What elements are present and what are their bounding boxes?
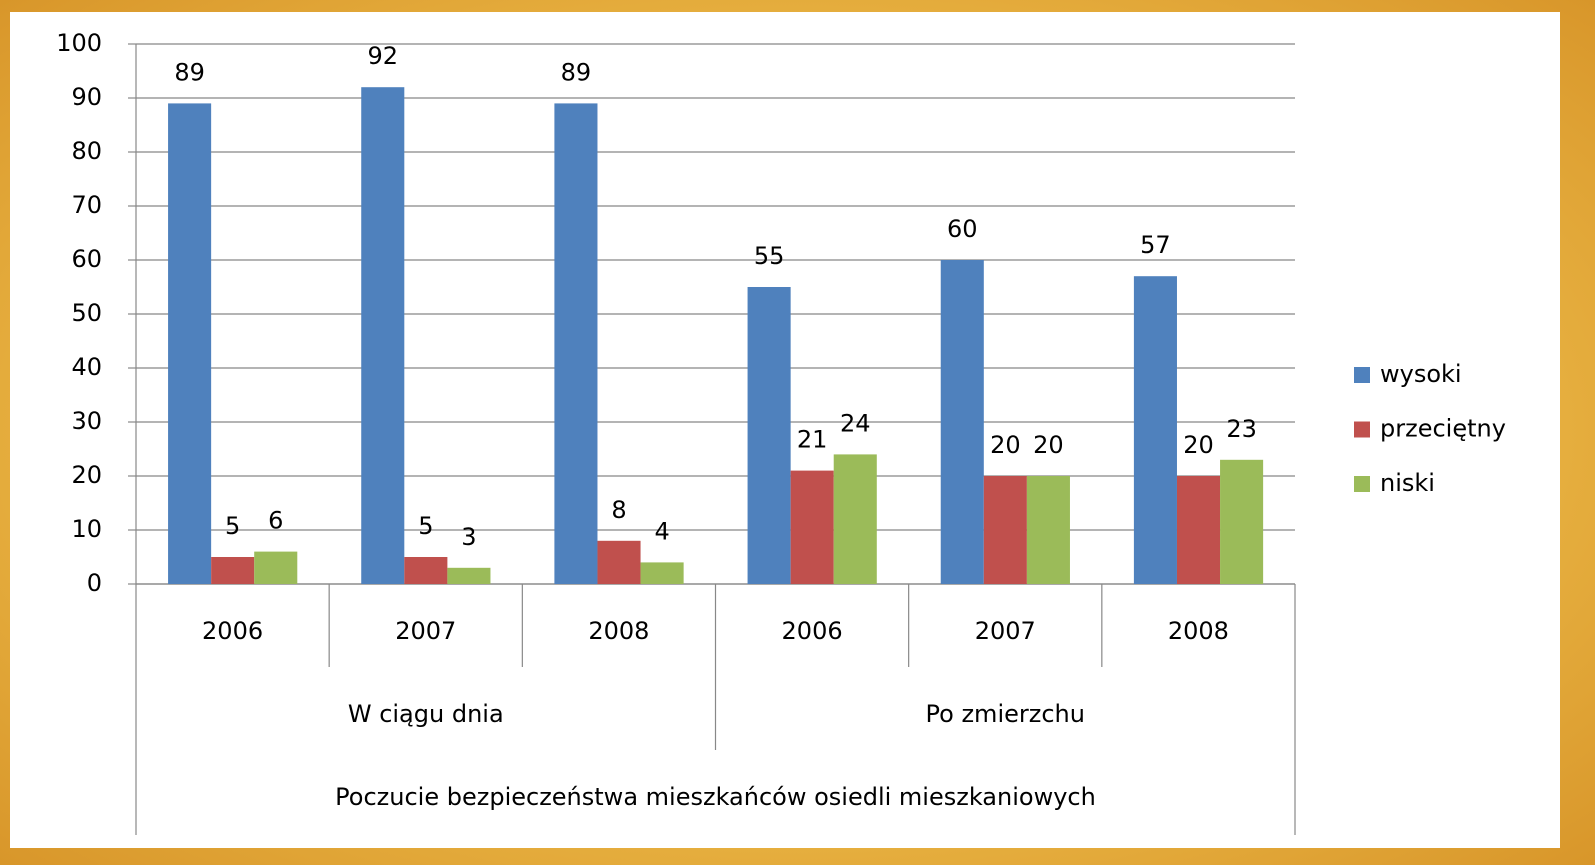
- bar: [833, 454, 877, 584]
- legend-label: przeciętny: [1380, 415, 1506, 443]
- bar: [1176, 476, 1221, 584]
- bar: [361, 87, 405, 584]
- y-tick-label: 60: [71, 245, 102, 273]
- data-label: 21: [797, 426, 828, 454]
- x-tick-label: 2007: [395, 617, 456, 645]
- group-label: Po zmierzchu: [926, 700, 1085, 728]
- x-tick-label: 2007: [975, 617, 1036, 645]
- y-tick-label: 10: [71, 515, 102, 543]
- bar: [211, 557, 255, 584]
- data-label: 5: [225, 512, 240, 540]
- x-tick-label: 2006: [782, 617, 843, 645]
- bar: [404, 557, 448, 584]
- data-label: 55: [754, 242, 785, 270]
- data-label: 24: [840, 409, 871, 437]
- bar: [1026, 476, 1070, 584]
- y-tick-label: 90: [71, 83, 102, 111]
- x-tick-label: 2008: [1168, 617, 1229, 645]
- legend-label: wysoki: [1380, 360, 1462, 388]
- y-tick-label: 20: [71, 461, 102, 489]
- y-tick-label: 100: [56, 29, 102, 57]
- legend-label: niski: [1380, 469, 1435, 497]
- bar: [447, 567, 491, 584]
- bar: [790, 470, 834, 584]
- data-label: 4: [654, 517, 669, 545]
- data-label: 6: [268, 507, 283, 535]
- data-label: 57: [1140, 231, 1171, 259]
- bar: [254, 551, 298, 584]
- data-label: 20: [990, 431, 1021, 459]
- bar: [940, 260, 984, 584]
- data-label: 8: [611, 496, 626, 524]
- data-label: 3: [461, 523, 476, 551]
- bar: [168, 103, 212, 585]
- x-tick-label: 2006: [202, 617, 263, 645]
- data-label: 20: [1033, 431, 1064, 459]
- legend-swatch: [1354, 367, 1370, 383]
- data-label: 89: [174, 58, 205, 86]
- data-label: 5: [418, 512, 433, 540]
- y-tick-label: 0: [87, 569, 102, 597]
- y-tick-label: 80: [71, 137, 102, 165]
- x-tick-label: 2008: [588, 617, 649, 645]
- y-tick-label: 40: [71, 353, 102, 381]
- data-label: 20: [1183, 431, 1214, 459]
- bar: [640, 562, 684, 584]
- data-label: 23: [1226, 415, 1257, 443]
- bar: [1220, 459, 1264, 584]
- data-label: 89: [561, 58, 592, 86]
- group-label: W ciągu dnia: [348, 700, 504, 728]
- y-tick-label: 50: [71, 299, 102, 327]
- bar: [747, 287, 791, 584]
- data-label: 92: [367, 42, 398, 70]
- bar: [554, 103, 598, 585]
- x-axis-label: Poczucie bezpieczeństwa mieszkańców osie…: [335, 783, 1096, 811]
- bar: [983, 476, 1027, 584]
- data-label: 60: [947, 215, 978, 243]
- legend-swatch: [1354, 421, 1370, 438]
- y-tick-label: 30: [71, 407, 102, 435]
- y-tick-label: 70: [71, 191, 102, 219]
- bar: [597, 540, 641, 584]
- bar: [1133, 276, 1177, 584]
- legend-swatch: [1354, 476, 1370, 492]
